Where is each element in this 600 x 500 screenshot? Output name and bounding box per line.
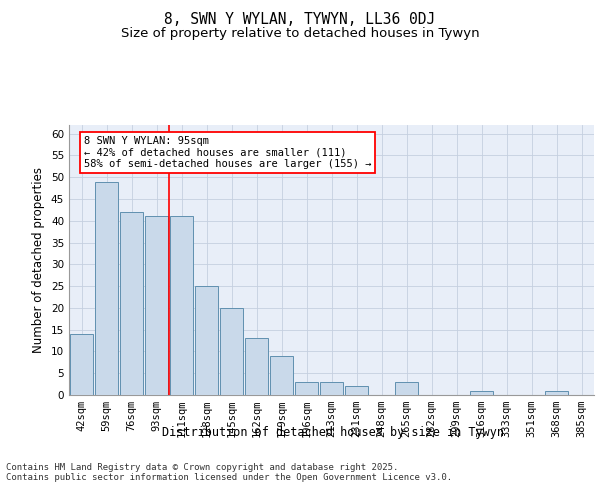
Bar <box>470 390 493 395</box>
Bar <box>545 390 568 395</box>
Bar <box>270 356 293 395</box>
Bar <box>120 212 143 395</box>
Bar <box>395 382 418 395</box>
Text: Contains HM Land Registry data © Crown copyright and database right 2025.
Contai: Contains HM Land Registry data © Crown c… <box>6 462 452 482</box>
Bar <box>245 338 268 395</box>
Text: Size of property relative to detached houses in Tywyn: Size of property relative to detached ho… <box>121 28 479 40</box>
Y-axis label: Number of detached properties: Number of detached properties <box>32 167 46 353</box>
Text: 8 SWN Y WYLAN: 95sqm
← 42% of detached houses are smaller (111)
58% of semi-deta: 8 SWN Y WYLAN: 95sqm ← 42% of detached h… <box>84 136 371 169</box>
Bar <box>170 216 193 395</box>
Text: 8, SWN Y WYLAN, TYWYN, LL36 0DJ: 8, SWN Y WYLAN, TYWYN, LL36 0DJ <box>164 12 436 28</box>
Bar <box>195 286 218 395</box>
Bar <box>320 382 343 395</box>
Text: Distribution of detached houses by size in Tywyn: Distribution of detached houses by size … <box>162 426 504 439</box>
Bar <box>295 382 318 395</box>
Bar <box>145 216 168 395</box>
Bar <box>345 386 368 395</box>
Bar <box>220 308 243 395</box>
Bar <box>70 334 93 395</box>
Bar <box>95 182 118 395</box>
